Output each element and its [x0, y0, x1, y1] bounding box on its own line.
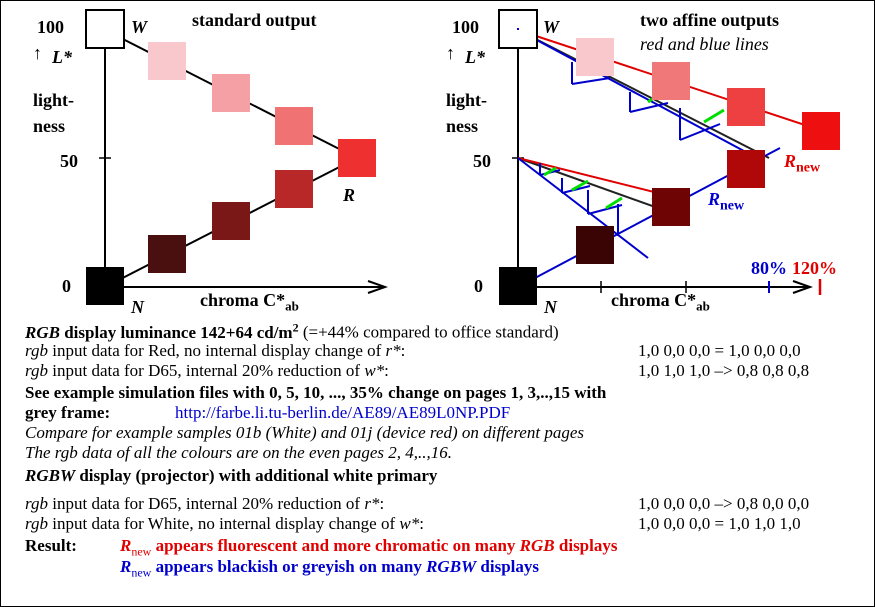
- right-r-new-red: Rnew: [784, 151, 821, 176]
- right-square-tint3: [727, 88, 765, 126]
- right-chroma-arrow: [792, 280, 814, 294]
- left-chroma-arrow: [367, 280, 389, 294]
- left-square-shade2: [212, 202, 250, 240]
- left-label-N: N: [131, 297, 144, 317]
- right-label-N: N: [544, 297, 557, 317]
- text-line-4: See example simulation files with 0, 5, …: [25, 383, 607, 402]
- text-line-2: rgb input data for Red, no internal disp…: [25, 341, 406, 360]
- text-line-3: rgb input data for D65, internal 20% red…: [25, 361, 389, 380]
- right-square-tint2: [652, 62, 690, 100]
- left-up-arrow: ↑: [33, 43, 42, 63]
- right-pct-120: 120%: [792, 258, 837, 278]
- text-line-9: rgb input data for D65, internal 20% red…: [25, 494, 385, 513]
- result-line-2: Rnew appears blackish or greyish on many…: [120, 557, 539, 580]
- right-blue-line-upper: [517, 29, 758, 159]
- left-chroma-label: chroma C*ab: [200, 290, 299, 314]
- right-axis-word-1: light-: [446, 90, 488, 110]
- right-r-new-blue: Rnew: [708, 189, 745, 214]
- left-axis-word-2: ness: [33, 116, 66, 136]
- left-red-square: [338, 139, 376, 177]
- left-square-tint3: [275, 107, 313, 145]
- right-y-mid: 50: [473, 151, 491, 171]
- right-subtitle: red and blue lines: [640, 34, 769, 54]
- right-up-arrow: ↑: [446, 43, 455, 63]
- left-label-W: W: [131, 17, 148, 37]
- text-line-6: Compare for example samples 01b (White) …: [25, 423, 584, 442]
- left-square-shade3: [275, 170, 313, 208]
- right-square-tint1: [576, 38, 614, 76]
- pdf-link[interactable]: http://farbe.li.tu-berlin.de/AE89/AE89L0…: [175, 403, 511, 422]
- right-diagram: [498, 9, 840, 305]
- left-label-R: R: [343, 185, 356, 205]
- left-square-tint2: [212, 74, 250, 112]
- text-line-1: RGB display luminance 142+64 cd/m2 (=+44…: [25, 320, 559, 342]
- right-square-shade2: [652, 188, 690, 226]
- right-label-W: W: [543, 17, 560, 37]
- left-axis-word-1: light-: [33, 90, 75, 110]
- left-y-bottom: 0: [62, 276, 71, 296]
- left-square-tint1: [148, 42, 186, 80]
- left-square-shade1: [148, 235, 186, 273]
- right-y-top: 100: [452, 17, 479, 37]
- right-blue-rungs: [539, 62, 721, 236]
- right-axis-word-2: ness: [446, 116, 479, 136]
- left-diagram: [85, 9, 389, 305]
- right-square-red-new: [802, 112, 840, 150]
- result-line-1: Rnew appears fluorescent and more chroma…: [120, 536, 618, 559]
- left-axis-var: L*: [52, 47, 72, 67]
- text-line-10: rgb input data for White, no internal di…: [25, 514, 424, 533]
- right-title: two affine outputs: [640, 10, 780, 30]
- left-y-top: 100: [37, 17, 64, 37]
- right-pct-80: 80%: [751, 258, 787, 278]
- left-black-square: [86, 267, 124, 305]
- text-line-7: The rgb data of all the colours are on t…: [25, 443, 452, 462]
- right-y-bottom: 0: [474, 276, 483, 296]
- text-line-5: grey frame:: [25, 403, 111, 422]
- text-line-3-value: 1,0 1,0 1,0 –> 0,8 0,8 0,8: [638, 361, 810, 380]
- right-axis-var: L*: [465, 47, 485, 67]
- right-square-shade3: [727, 150, 765, 188]
- result-label: Result:: [25, 536, 77, 555]
- left-white-square: [85, 9, 125, 49]
- text-line-10-value: 1,0 0,0 0,0 = 1,0 1,0 1,0: [638, 514, 801, 533]
- text-line-8: RGBW display (projector) with additional…: [25, 466, 438, 485]
- right-chroma-label: chroma C*ab: [611, 290, 710, 314]
- text-line-2-value: 1,0 0,0 0,0 = 1,0 0,0 0,0: [638, 341, 801, 360]
- right-black-square: [499, 267, 537, 305]
- text-line-9-value: 1,0 0,0 0,0 –> 0,8 0,0 0,0: [638, 494, 810, 513]
- left-y-mid: 50: [60, 151, 78, 171]
- left-title: standard output: [192, 10, 317, 30]
- right-square-shade1: [576, 226, 614, 264]
